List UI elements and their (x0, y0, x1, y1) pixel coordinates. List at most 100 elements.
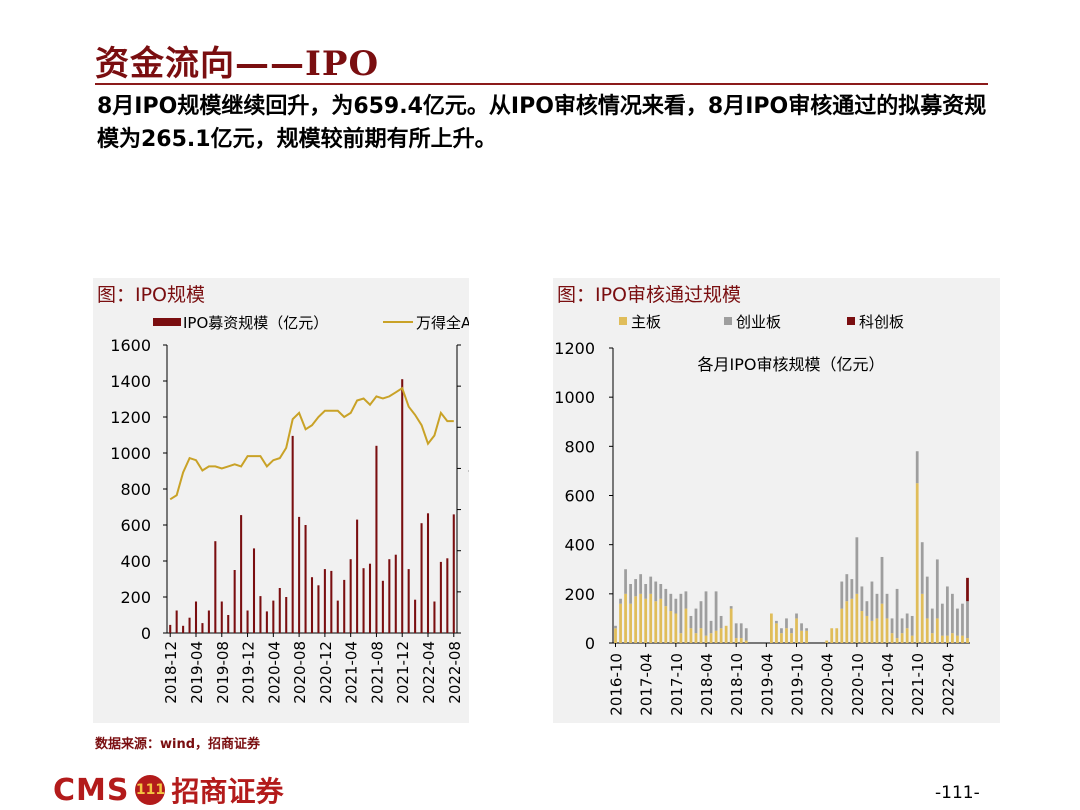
review-bar-0 (614, 628, 617, 643)
ipo-bar (220, 601, 223, 633)
ipo-bar (298, 516, 301, 633)
data-source-note: 数据来源：wind，招商证券 (95, 737, 261, 752)
ipo-bar (414, 599, 417, 633)
review-bar-0 (714, 630, 718, 643)
x-tick-label: 2020-10 (849, 653, 867, 716)
review-bar-0 (719, 628, 723, 643)
review-bar-1 (775, 620, 778, 624)
y-tick-label: 600 (564, 487, 595, 506)
right-y-tick-label: 7,000 (468, 336, 469, 355)
ipo-bar (175, 610, 178, 633)
ipo-bar (304, 525, 307, 633)
review-bar-2 (966, 577, 969, 602)
ipo-bar (278, 588, 281, 633)
review-bar-1 (875, 593, 879, 619)
review-bar-0 (669, 611, 673, 643)
legend-label-0: 主板 (631, 313, 661, 331)
inner-chart-title: 各月IPO审核规模（亿元） (698, 355, 885, 374)
y-tick-label: 1000 (554, 388, 595, 407)
review-bar-0 (790, 633, 793, 643)
review-bar-0 (930, 633, 934, 643)
x-tick-label: 2018-10 (728, 653, 746, 716)
ipo-bar (182, 625, 185, 633)
legend-swatch-2 (847, 317, 855, 325)
x-tick-label: 2019-04 (758, 653, 776, 716)
review-bar-0 (845, 601, 849, 643)
review-bar-0 (629, 603, 632, 643)
review-bar-0 (900, 633, 904, 643)
ipo-bar (452, 514, 455, 633)
review-bar-1 (920, 542, 924, 594)
review-bar-1 (840, 581, 844, 609)
review-bar-1 (845, 574, 849, 602)
ipo-bar (310, 577, 314, 633)
left-y-tick-label: 400 (120, 552, 151, 571)
review-bar-0 (780, 633, 783, 643)
x-tick-label: 2021-12 (394, 641, 412, 704)
review-bar-0 (850, 598, 854, 643)
right-y-tick-label: 5,000 (468, 418, 469, 437)
y-tick-label: 1200 (554, 339, 595, 358)
review-bar-0 (920, 593, 924, 643)
review-bar-0 (684, 608, 688, 643)
review-bar-0 (775, 623, 778, 643)
ipo-bar (252, 548, 256, 633)
ipo-bar (362, 568, 365, 633)
x-tick-label: 2020-04 (265, 641, 283, 704)
review-bar-0 (644, 598, 648, 643)
review-bar-0 (865, 615, 869, 643)
review-bar-1 (719, 615, 723, 629)
legend-swatch-0 (619, 317, 627, 325)
left-y-tick-label: 1600 (110, 336, 151, 355)
review-bar-1 (800, 623, 803, 631)
review-bar-1 (915, 451, 919, 484)
ipo-bar (368, 563, 372, 633)
ipo-bar (420, 523, 423, 633)
review-bar-1 (619, 598, 622, 604)
legend-label-wind: 万得全A (416, 314, 469, 332)
ipo-scale-chart: IPO募资规模（亿元） 万得全A 0 200 400 600 800 1000 1200 1400… (110, 314, 469, 704)
review-bar-1 (644, 584, 648, 599)
review-bar-1 (940, 603, 944, 636)
legend-label-1: 创业板 (736, 313, 781, 331)
review-bar-1 (704, 591, 708, 636)
ipo-bar (207, 610, 210, 633)
ipo-bar (401, 379, 404, 633)
review-bar-0 (875, 618, 879, 643)
legend-swatch-1 (724, 317, 732, 325)
ipo-scale-title: 图：IPO规模 (97, 284, 206, 306)
ipo-bar (194, 601, 198, 633)
review-bar-0 (664, 606, 668, 643)
ipo-bar (272, 600, 275, 633)
ipo-bar (227, 615, 230, 633)
review-bar-1 (930, 608, 934, 634)
ipo-bar (336, 600, 339, 633)
review-bar-0 (830, 628, 834, 643)
review-bar-1 (910, 615, 914, 636)
x-tick-label: 2021-10 (909, 653, 927, 716)
review-bar-0 (945, 635, 949, 643)
review-bar-1 (895, 588, 899, 639)
review-bar-0 (855, 593, 859, 643)
logo-cms-text: CMS (53, 772, 130, 808)
ipo-bar (330, 570, 333, 633)
review-bar-0 (885, 618, 889, 643)
y-tick-label: 400 (564, 536, 595, 555)
right-y-tick-label: 1,000 (468, 583, 469, 602)
left-y-tick-label: 600 (120, 516, 151, 535)
review-bar-1 (966, 601, 969, 639)
review-bar-0 (619, 603, 622, 643)
ipo-bar (285, 597, 288, 633)
review-bar-1 (870, 581, 874, 621)
x-tick-label: 2021-04 (879, 653, 897, 716)
review-bar-0 (895, 638, 899, 643)
review-bar-0 (915, 483, 919, 643)
summary-text: 8月IPO规模继续回升，为659.4亿元。从IPO审核情况来看，8月IPO审核通… (97, 94, 987, 152)
review-bar-1 (961, 603, 964, 636)
ipo-bar (388, 559, 391, 633)
review-bar-1 (689, 615, 693, 629)
ipo-bar (265, 611, 268, 633)
ipo-bar (433, 601, 436, 633)
right-y-tick-label: 6,000 (468, 377, 469, 396)
review-bar-1 (785, 618, 788, 629)
